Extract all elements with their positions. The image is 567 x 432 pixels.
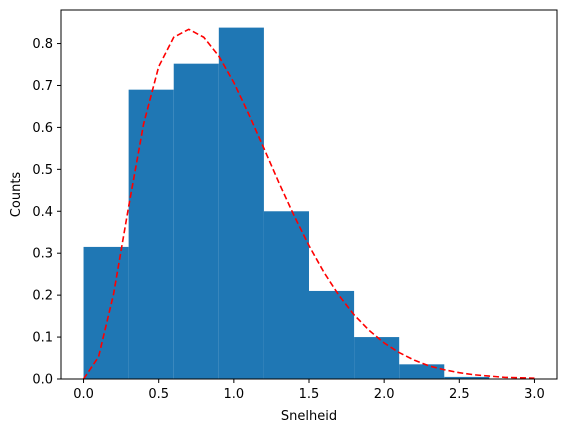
histogram-bar <box>354 337 400 379</box>
histogram-bar <box>128 89 174 379</box>
histogram-bar <box>399 364 445 379</box>
x-axis-label: Snelheid <box>281 409 337 424</box>
histogram-bars <box>83 27 490 380</box>
y-tick-label: 0.3 <box>32 247 53 262</box>
x-tick-label: 3.0 <box>524 387 545 402</box>
x-tick-label: 2.0 <box>374 387 395 402</box>
y-tick-label: 0.7 <box>32 79 53 94</box>
y-tick-label: 0.8 <box>32 37 53 52</box>
y-tick-label: 0.5 <box>32 163 53 178</box>
y-axis-label: Counts <box>9 172 24 218</box>
y-tick-label: 0.2 <box>32 289 53 304</box>
x-tick-label: 0.5 <box>148 387 169 402</box>
x-tick-label: 1.5 <box>299 387 320 402</box>
y-tick-label: 0.1 <box>32 331 53 346</box>
plot-area <box>82 27 535 380</box>
histogram-bar <box>444 376 490 379</box>
y-tick-label: 0.0 <box>32 373 53 388</box>
x-tick-label: 2.5 <box>449 387 470 402</box>
density-curve <box>82 28 535 380</box>
x-tick-label: 0.0 <box>73 387 94 402</box>
x-tick-label: 1.0 <box>224 387 245 402</box>
histogram-bar <box>263 211 309 379</box>
y-tick-label: 0.4 <box>32 205 53 220</box>
histogram-bar <box>83 246 129 379</box>
histogram-bar <box>309 290 355 379</box>
y-tick-label: 0.6 <box>32 121 53 136</box>
histogram-bar <box>173 63 219 379</box>
y-axis-ticks: 0.0 0.1 0.2 0.3 0.4 0.5 0.6 0.7 0.8 <box>32 37 61 388</box>
histogram-bar <box>218 27 264 380</box>
x-axis-ticks: 0.0 0.5 1.0 1.5 2.0 2.5 3.0 <box>73 379 545 402</box>
